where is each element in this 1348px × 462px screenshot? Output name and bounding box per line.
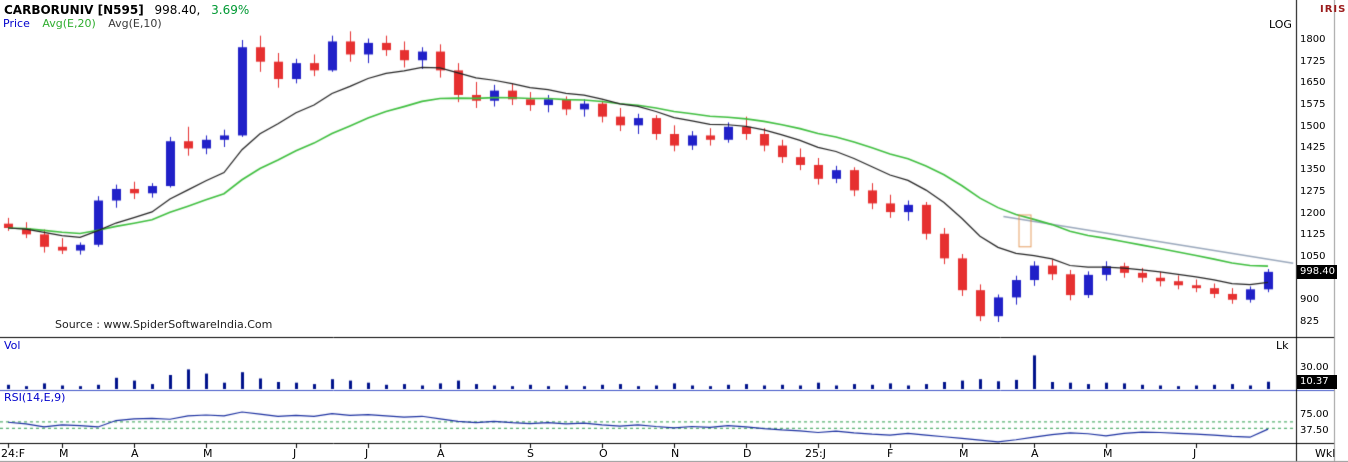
price-tick: 900 [1300,294,1320,306]
x-axis-label: 24:F [1,447,26,460]
price-tick: 1800 [1300,34,1326,45]
x-axis-label: J [1193,447,1197,460]
x-axis-label: J [365,447,369,460]
x-axis-label: A [131,447,139,460]
periodicity-label: Wkl [1315,447,1336,460]
x-axis-label: F [887,447,894,460]
symbol-name: CARBORUNIV [N595] [4,3,144,17]
x-axis-label: M [203,447,213,460]
price-tick: 1050 [1300,250,1326,262]
price-tick: 1725 [1300,55,1326,67]
chart-header: CARBORUNIV [N595] 998.40, 3.69% [4,3,249,17]
change-percent: 3.69% [211,3,250,17]
legend-avg-e20: Avg(E,20) [42,17,96,30]
x-axis-label: 25:J [805,447,826,460]
price-tick: 1575 [1300,99,1326,111]
price-tick: 1650 [1300,77,1326,89]
x-axis-label: A [1031,447,1039,460]
iris-brand: IRIS [1320,4,1347,15]
rsi-tick: 75.00 [1300,408,1329,420]
volume-panel-label: Vol [4,339,21,352]
x-axis-label: M [1103,447,1113,460]
x-axis-label: O [599,447,608,460]
price-tick: 1425 [1300,142,1326,154]
price-tick: 1275 [1300,185,1326,197]
x-axis-label: A [437,447,445,460]
rsi-tick: 37.50 [1300,424,1329,436]
log-scale-label[interactable]: LOG [1269,18,1292,31]
last-price-box: 998.40 [1297,264,1337,279]
legend: Price Avg(E,20) Avg(E,10) [3,17,162,30]
x-axis-label: M [959,447,969,460]
price-tick: 825 [1300,315,1320,327]
legend-avg-e10: Avg(E,10) [108,17,162,30]
volume-unit-label: Lk [1276,339,1289,352]
price-tick: 1125 [1300,229,1326,241]
x-axis-label: M [59,447,69,460]
legend-price: Price [3,17,30,30]
source-credit: Source : www.SpiderSoftwareIndia.Com [55,318,273,331]
price-tick: 1500 [1300,120,1326,132]
price-tick: 1200 [1300,207,1326,219]
time-axis: 24:F M A M J J A S O N D 25:J F M A M J [0,444,1296,462]
x-axis-label: N [671,447,680,460]
current-volume-box: 10.37 [1297,374,1337,389]
volume-tick: 30.00 [1300,362,1329,373]
x-axis-label: D [743,447,752,460]
price-tick: 1350 [1300,164,1326,176]
x-axis-label: S [527,447,534,460]
last-price: 998.40, [154,3,201,17]
x-axis-label: J [293,447,297,460]
rsi-panel-label: RSI(14,E,9) [4,391,66,404]
price-axis: 1800 1725 1650 1575 1500 1425 1350 1275 1200 1125… [1297,0,1347,462]
